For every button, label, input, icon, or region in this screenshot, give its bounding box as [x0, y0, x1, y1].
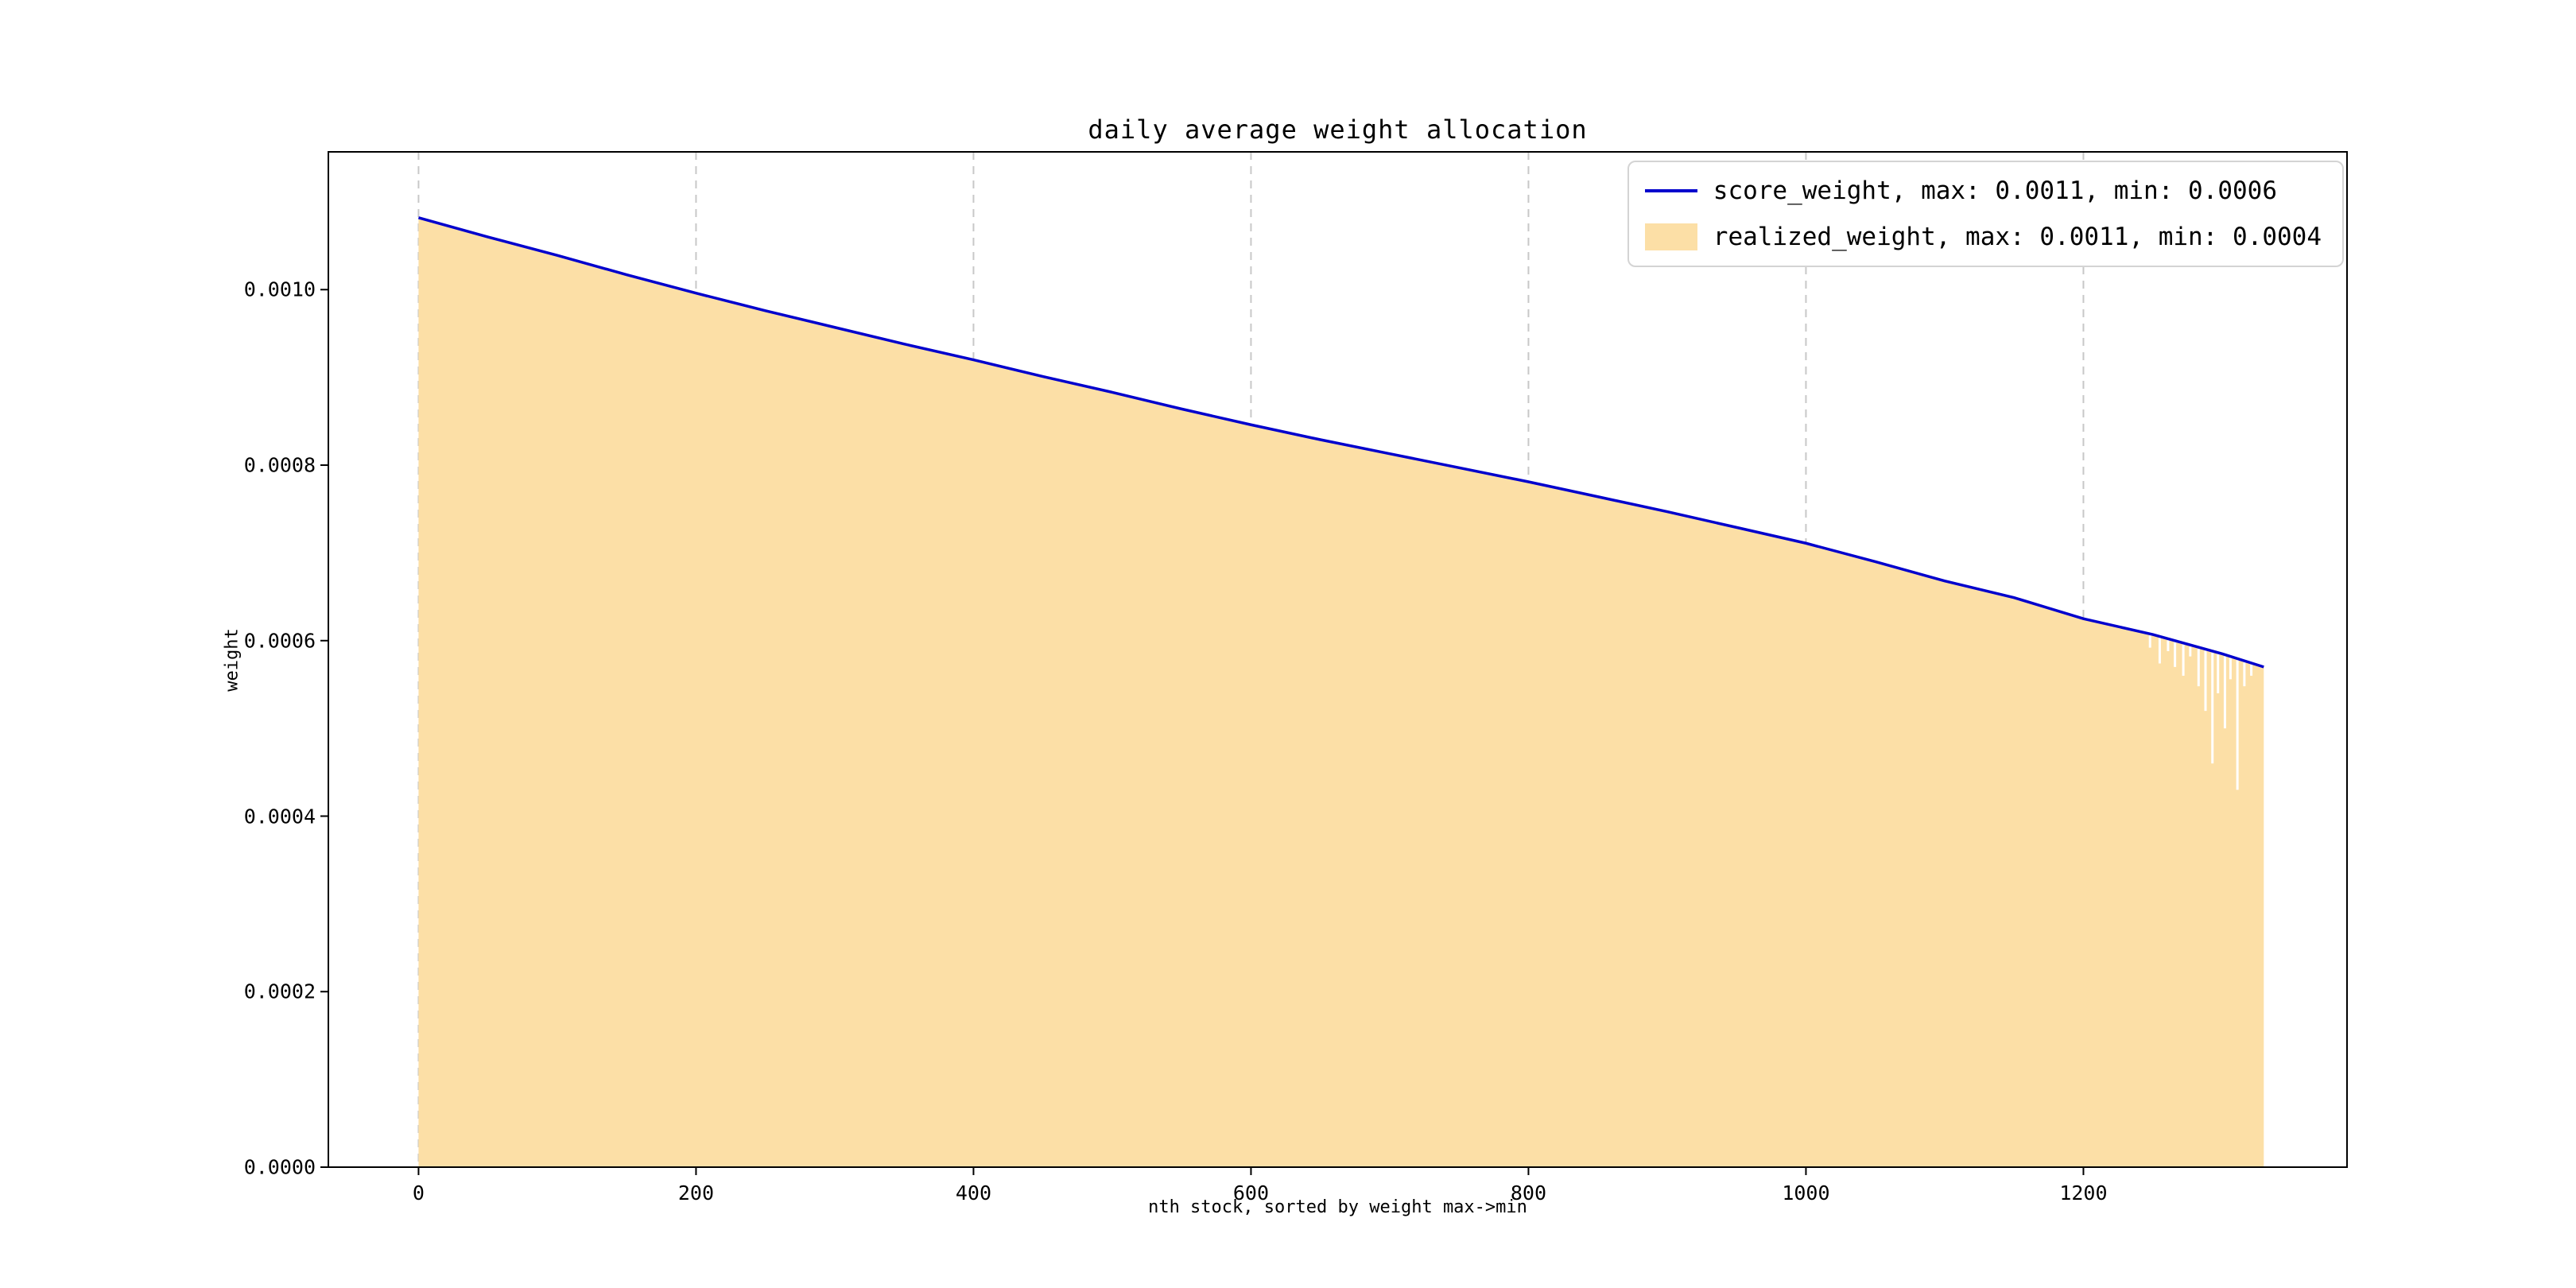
legend-item-score-weight: score_weight, max: 0.0011, min: 0.0006	[1644, 172, 2322, 210]
score-weight-line-swatch	[1644, 189, 1697, 192]
y-tick-label: 0.0008	[243, 453, 316, 477]
y-tick-label: 0.0006	[243, 629, 316, 653]
legend-item-realized-weight: realized_weight, max: 0.0011, min: 0.000…	[1644, 218, 2322, 256]
x-axis-label: nth stock, sorted by weight max->min	[1148, 1197, 1527, 1217]
legend-label-realized-weight: realized_weight, max: 0.0011, min: 0.000…	[1713, 223, 2322, 251]
x-tick-label: 800	[1510, 1181, 1547, 1205]
realized-weight-patch-swatch	[1644, 223, 1697, 250]
x-tick-label: 1200	[2059, 1181, 2108, 1205]
x-tick-label: 1000	[1782, 1181, 1830, 1205]
legend-label-score-weight: score_weight, max: 0.0011, min: 0.0006	[1713, 177, 2277, 205]
x-tick-label: 400	[955, 1181, 991, 1205]
x-tick-label: 200	[677, 1181, 714, 1205]
chart-title: daily average weight allocation	[1088, 114, 1588, 145]
y-tick-label: 0.0010	[243, 277, 316, 301]
y-tick-label: 0.0000	[243, 1155, 316, 1179]
x-tick-label: 600	[1232, 1181, 1269, 1205]
legend: score_weight, max: 0.0011, min: 0.0006 r…	[1627, 161, 2344, 267]
y-tick-label: 0.0002	[243, 980, 316, 1003]
y-tick-label: 0.0004	[243, 805, 316, 828]
x-tick-label: 0	[412, 1181, 425, 1205]
